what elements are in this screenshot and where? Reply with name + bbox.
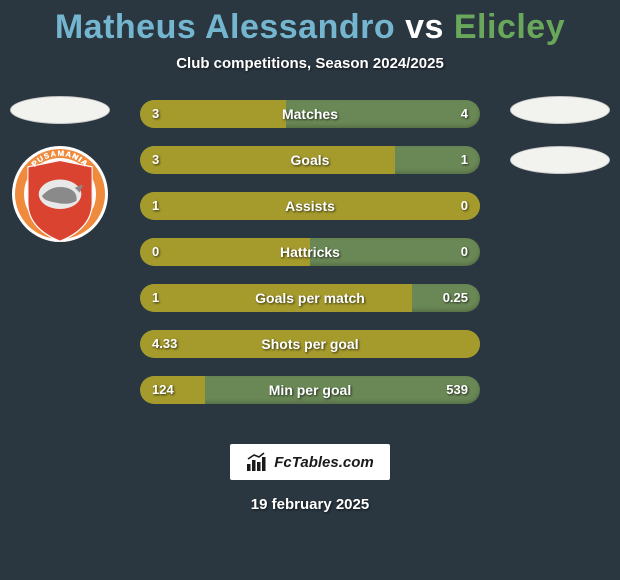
chart-icon bbox=[246, 452, 268, 472]
stat-row: Goals per match1 0.25 bbox=[140, 284, 480, 312]
stat-value-right: 0 bbox=[461, 192, 468, 220]
player1-side: PUSAMANIA PUSAMANIA bbox=[0, 100, 120, 256]
stat-bars: Matches34Goals31Assists10Hattricks00Goal… bbox=[140, 100, 480, 422]
comparison-panel: PUSAMANIA PUSAMANIA Matches34Goals31Assi… bbox=[0, 100, 620, 430]
stat-value-left: 3 bbox=[152, 146, 159, 174]
stat-label: Min per goal bbox=[140, 376, 480, 404]
stat-value-left: 124 bbox=[152, 376, 174, 404]
player2-club-badge-icon bbox=[510, 146, 610, 174]
subtitle: Club competitions, Season 2024/2025 bbox=[0, 55, 620, 72]
stat-label: Hattricks bbox=[140, 238, 480, 266]
stat-value-left: 1 bbox=[152, 284, 159, 312]
stat-row: Matches3 4 bbox=[140, 100, 480, 128]
title-vs: vs bbox=[405, 8, 444, 46]
title-player1: Matheus Alessandro bbox=[55, 8, 395, 46]
stat-value-right: 0 bbox=[461, 238, 468, 266]
stat-label: Matches bbox=[140, 100, 480, 128]
stat-value-left: 0 bbox=[152, 238, 159, 266]
stat-label: Assists bbox=[140, 192, 480, 220]
player2-side bbox=[500, 100, 620, 174]
stat-label: Goals bbox=[140, 146, 480, 174]
stat-value-left: 3 bbox=[152, 100, 159, 128]
stat-row: Hattricks0 0 bbox=[140, 238, 480, 266]
stat-label: Shots per goal bbox=[140, 330, 480, 358]
player1-club-badge-icon: PUSAMANIA PUSAMANIA bbox=[10, 146, 110, 256]
player1-flag-icon bbox=[10, 96, 110, 124]
stat-row: Min per goal124 539 bbox=[140, 376, 480, 404]
stat-row: Shots per goal4.33 bbox=[140, 330, 480, 358]
stat-value-right: 0.25 bbox=[443, 284, 468, 312]
watermark-text: FcTables.com bbox=[274, 454, 373, 471]
title-player2: Elicley bbox=[454, 8, 565, 46]
stat-value-right: 4 bbox=[461, 100, 468, 128]
stat-value-left: 4.33 bbox=[152, 330, 177, 358]
stat-label: Goals per match bbox=[140, 284, 480, 312]
stat-value-right: 539 bbox=[446, 376, 468, 404]
page-title: Matheus Alessandro vs Elicley bbox=[0, 0, 620, 47]
player2-flag-icon bbox=[510, 96, 610, 124]
watermark: FcTables.com bbox=[230, 444, 390, 480]
stat-row: Goals3 1 bbox=[140, 146, 480, 174]
timestamp: 19 february 2025 bbox=[0, 496, 620, 513]
stat-row: Assists1 0 bbox=[140, 192, 480, 220]
stat-value-right: 1 bbox=[461, 146, 468, 174]
stat-value-left: 1 bbox=[152, 192, 159, 220]
